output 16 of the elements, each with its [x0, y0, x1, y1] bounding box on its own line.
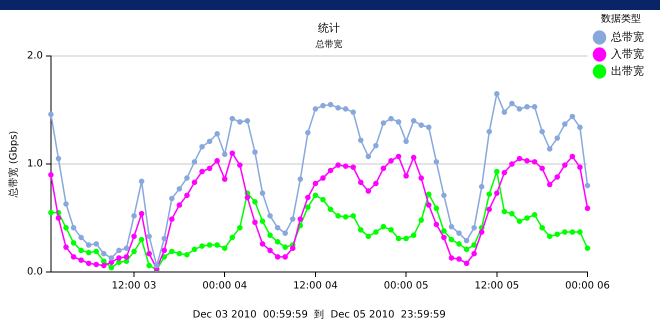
legend-label: 总带宽 — [610, 30, 644, 44]
x-tick-label: 12:00 05 — [474, 280, 520, 292]
x-tick-label: 12:00 04 — [293, 280, 338, 292]
legend-label: 入带宽 — [611, 47, 644, 60]
y-tick-label: 2.0 — [26, 50, 43, 62]
y-axis-title: 总带宽 (Gbps) — [8, 130, 20, 198]
x-tick-label: 00:00 05 — [384, 280, 428, 292]
x-tick-label: 12:00 03 — [112, 280, 156, 292]
x-tick-label: 00:00 06 — [565, 280, 610, 292]
legend-label: 出带宽 — [611, 64, 644, 78]
y-tick-label: 0.0 — [26, 266, 43, 278]
chart-subtitle: 总带宽 — [314, 38, 342, 50]
x-axis-title: Dec 03 2010 00:59:59 到 Dec 05 2010 23:59:59 — [192, 310, 446, 321]
y-tick-label: 1.0 — [26, 158, 43, 170]
x-tick-label: 00:00 04 — [202, 280, 248, 292]
chart-title: 统计 — [318, 21, 340, 34]
